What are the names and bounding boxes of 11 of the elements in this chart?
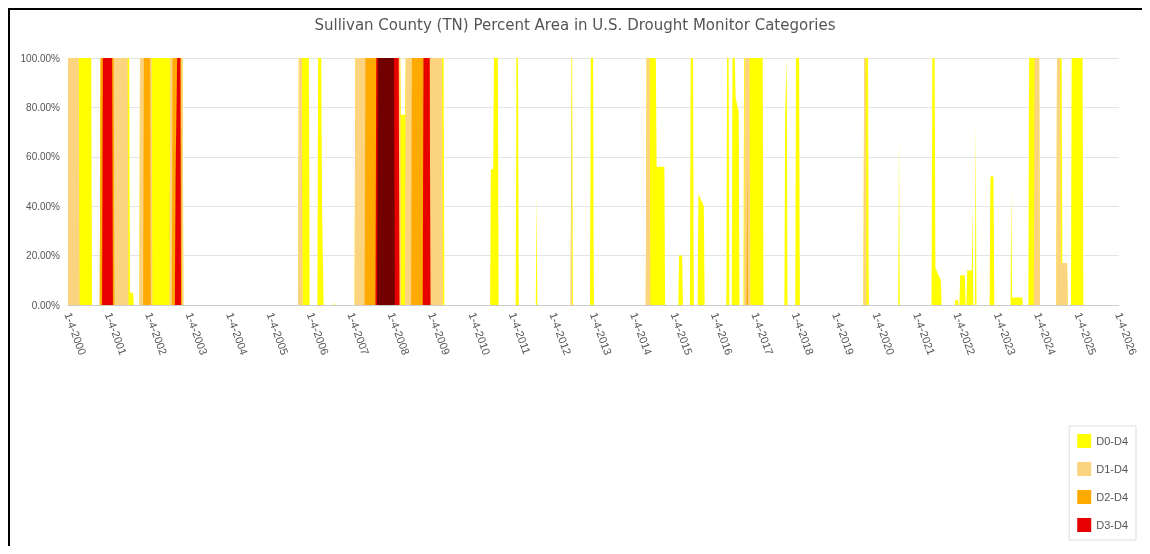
y-tick-label: 80.00% bbox=[26, 101, 61, 113]
legend-label: D3-D4 bbox=[1096, 519, 1129, 531]
y-tick-label: 60.00% bbox=[26, 151, 61, 163]
y-tick-label: 40.00% bbox=[26, 200, 61, 212]
legend-label: D2-D4 bbox=[1096, 491, 1129, 503]
legend-label: D1-D4 bbox=[1096, 463, 1129, 475]
legend-label: D0-D4 bbox=[1096, 435, 1129, 447]
chart-title: Sullivan County (TN) Percent Area in U.S. Drought Monitor Categories bbox=[314, 15, 836, 34]
y-tick-label: 0.00% bbox=[31, 299, 61, 311]
y-tick-label: 100.00% bbox=[20, 52, 61, 64]
y-tick-label: 20.00% bbox=[26, 250, 61, 262]
